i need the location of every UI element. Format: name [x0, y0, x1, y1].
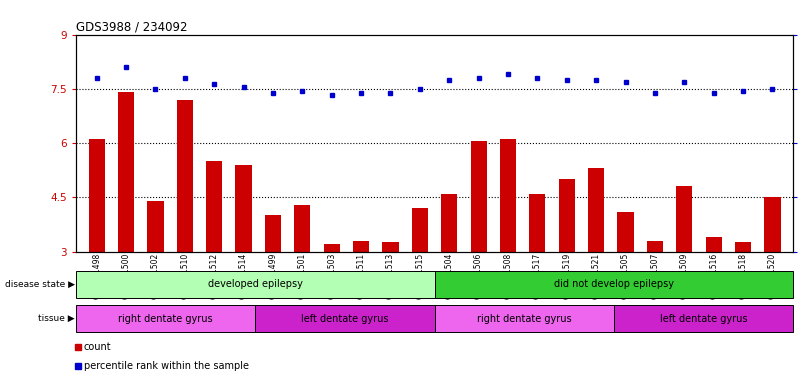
Bar: [353, 241, 369, 252]
Bar: [294, 205, 311, 252]
Bar: [764, 197, 780, 252]
Bar: [500, 139, 516, 252]
Text: right dentate gyrus: right dentate gyrus: [477, 314, 571, 324]
Bar: [235, 165, 252, 252]
Bar: [147, 201, 163, 252]
Bar: [588, 168, 604, 252]
Bar: [76, 305, 256, 332]
Bar: [470, 141, 487, 252]
Text: disease state ▶: disease state ▶: [5, 280, 74, 289]
Bar: [434, 271, 793, 298]
Bar: [206, 161, 222, 252]
Bar: [529, 194, 545, 252]
Bar: [735, 242, 751, 252]
Bar: [177, 100, 193, 252]
Text: count: count: [84, 341, 111, 352]
Bar: [618, 212, 634, 252]
Bar: [676, 187, 692, 252]
Bar: [265, 215, 281, 252]
Bar: [434, 305, 614, 332]
Bar: [76, 271, 434, 298]
Text: left dentate gyrus: left dentate gyrus: [301, 314, 388, 324]
Bar: [558, 179, 575, 252]
Bar: [382, 242, 399, 252]
Bar: [614, 305, 793, 332]
Text: tissue ▶: tissue ▶: [38, 314, 74, 323]
Text: right dentate gyrus: right dentate gyrus: [119, 314, 213, 324]
Bar: [324, 244, 340, 252]
Bar: [118, 93, 134, 252]
Text: percentile rank within the sample: percentile rank within the sample: [84, 361, 249, 371]
Bar: [89, 139, 105, 252]
Bar: [706, 237, 722, 252]
Text: developed epilepsy: developed epilepsy: [208, 279, 303, 289]
Text: did not develop epilepsy: did not develop epilepsy: [553, 279, 674, 289]
Bar: [256, 305, 434, 332]
Bar: [441, 194, 457, 252]
Bar: [412, 208, 428, 252]
Bar: [647, 241, 663, 252]
Text: left dentate gyrus: left dentate gyrus: [660, 314, 747, 324]
Text: GDS3988 / 234092: GDS3988 / 234092: [76, 20, 187, 33]
